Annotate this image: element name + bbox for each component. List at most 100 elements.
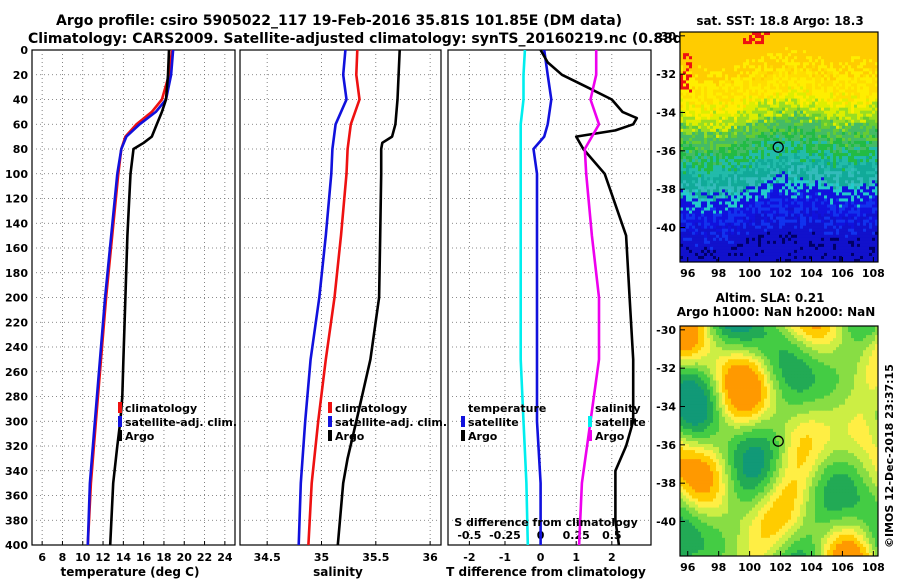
- map-y-tick-label: -30: [656, 324, 676, 337]
- y-tick-label: 20: [13, 69, 29, 82]
- x-tick-label: 35: [314, 551, 329, 564]
- map-x-tick-label: 106: [831, 561, 854, 574]
- legend-label-argo: Argo: [125, 430, 155, 443]
- map-frame: [679, 31, 879, 263]
- legend-swatch-climatology: [118, 402, 122, 413]
- map-x-tick-label: 100: [738, 561, 761, 574]
- series-line-argo: [336, 49, 401, 546]
- difference-x2-label: S difference from climatology: [454, 516, 638, 529]
- y-tick-label: 40: [13, 94, 29, 107]
- legend-label-climatology: climatology: [125, 402, 197, 415]
- legend-label-climatology: climatology: [335, 402, 407, 415]
- temperature-legend: climatology satellite-adj. clim. Argo: [118, 402, 237, 443]
- map-y-tick-label: -38: [656, 477, 676, 490]
- map-x-tick-label: 102: [769, 561, 792, 574]
- x-tick-label: 8: [59, 551, 67, 564]
- x2-tick-label: 0.25: [563, 529, 590, 542]
- series-line-satellite-adj-clim-: [297, 49, 348, 546]
- map-y-tick-label: -40: [656, 516, 676, 529]
- map-y-tick-label: -32: [656, 68, 676, 81]
- map-y-tick-label: -34: [656, 107, 676, 120]
- x-tick-label: 36: [422, 551, 438, 564]
- legend-swatch-climatology: [328, 402, 332, 413]
- salinity-panel: 34.5 35 35.5 36: [239, 49, 442, 564]
- legend-swatch-t-argo: [461, 430, 465, 441]
- legend-swatch-argo: [328, 430, 332, 441]
- y-tick-label: 100: [5, 168, 28, 181]
- map-y-tick-label: -30: [656, 30, 676, 43]
- map-frame: [679, 325, 879, 557]
- map-y-tick-label: -38: [656, 183, 676, 196]
- legend-label-satellite: satellite-adj. clim.: [335, 416, 447, 429]
- series-line-climatology: [307, 49, 361, 546]
- y-tick-label: 160: [5, 242, 28, 255]
- sla-map: 96 98 100 102 104 106 108 -30 -32 -34 -36 -38 -40: [656, 324, 885, 574]
- x-tick-label: 35.5: [362, 551, 389, 564]
- y-tick-label: 60: [13, 118, 29, 131]
- x-tick-label: -2: [463, 551, 475, 564]
- series-line-t-argo: [539, 49, 639, 546]
- y-tick-label: 220: [5, 316, 28, 329]
- y-tick-label: 380: [5, 514, 28, 527]
- map-x-tick-label: 106: [831, 267, 854, 280]
- difference-panel: -2 -1 0 1 2-0.5 -0.25 0 0.25 0.5: [447, 49, 652, 564]
- title-line-1: Argo profile: csiro 5905022_117 19-Feb-2…: [56, 13, 622, 29]
- legend-swatch-argo: [118, 430, 122, 441]
- x-tick-label: 0: [537, 551, 545, 564]
- x-tick-label: 2: [608, 551, 616, 564]
- y-tick-label: 120: [5, 193, 28, 206]
- sla-map-title-2: Argo h1000: NaN h2000: NaN: [677, 305, 876, 319]
- sst-map: 96 98 100 102 104 106 108 -30 -32 -34 -36 -38 -40: [656, 30, 885, 280]
- y-tick-label: 180: [5, 267, 28, 280]
- argo-location-marker: [772, 435, 784, 447]
- x-tick-label: 6: [38, 551, 46, 564]
- map-y-tick-label: -36: [656, 145, 676, 158]
- legend-swatch-s-argo: [588, 430, 592, 441]
- y-tick-label: 0: [20, 44, 28, 57]
- series-line-argo: [108, 49, 171, 546]
- legend-swatch-satellite: [328, 416, 332, 427]
- y-tick-label: 400: [5, 539, 28, 552]
- x-tick-label: 34.5: [254, 551, 281, 564]
- legend-title-temperature: temperature: [468, 402, 546, 415]
- legend-label-s-satellite: satellite: [595, 416, 646, 429]
- x-tick-label: 18: [156, 551, 171, 564]
- temperature-panel: 0 20 40 60 80 100 120 140 160 180 200 220 240 260 280 3…: [5, 44, 236, 564]
- y-tick-label: 340: [5, 465, 28, 478]
- difference-x-label: T difference from climatology: [446, 565, 646, 579]
- x-tick-label: 16: [136, 551, 152, 564]
- y-tick-label: 80: [13, 143, 29, 156]
- y-tick-label: 140: [5, 217, 28, 230]
- x-tick-label: 24: [217, 551, 233, 564]
- x-tick-label: 22: [197, 551, 212, 564]
- plot-frame: [239, 49, 442, 546]
- x-tick-label: 14: [116, 551, 132, 564]
- map-x-tick-label: 104: [800, 561, 823, 574]
- plot-frame: [31, 49, 236, 546]
- plot-frame: [447, 49, 652, 546]
- salinity-legend: climatology satellite-adj. clim. Argo: [328, 402, 447, 443]
- y-tick-label: 300: [5, 415, 28, 428]
- sst-map-title: sat. SST: 18.8 Argo: 18.3: [696, 14, 863, 28]
- x-tick-label: 1: [572, 551, 580, 564]
- y-tick-label: 360: [5, 490, 28, 503]
- map-x-tick-label: 96: [680, 267, 696, 280]
- x2-tick-label: -0.5: [457, 529, 481, 542]
- x-tick-label: 10: [75, 551, 91, 564]
- y-tick-label: 240: [5, 341, 28, 354]
- x-tick-label: 12: [95, 551, 110, 564]
- salinity-x-label: salinity: [313, 565, 363, 579]
- legend-label-t-argo: Argo: [468, 430, 498, 443]
- difference-legend-right: salinity satellite Argo: [588, 402, 646, 443]
- map-x-tick-label: 100: [738, 267, 761, 280]
- map-x-tick-label: 108: [862, 267, 885, 280]
- legend-label-satellite: satellite-adj. clim.: [125, 416, 237, 429]
- map-y-tick-label: -40: [656, 222, 676, 235]
- series-line-t-satellite: [532, 49, 553, 545]
- map-x-tick-label: 102: [769, 267, 792, 280]
- map-x-tick-label: 108: [862, 561, 885, 574]
- legend-label-s-argo: Argo: [595, 430, 625, 443]
- legend-label-argo: Argo: [335, 430, 365, 443]
- title-line-2: Climatology: CARS2009. Satellite-adjuste…: [28, 31, 746, 47]
- x-tick-label: 20: [177, 551, 193, 564]
